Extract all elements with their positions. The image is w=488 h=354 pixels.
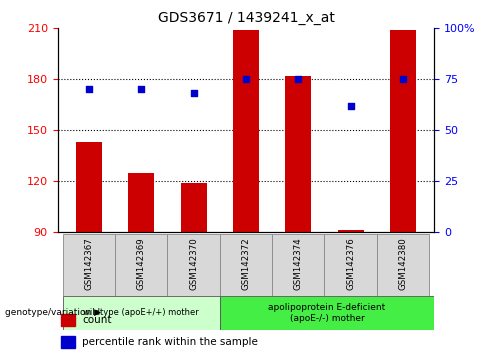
Bar (390, 30, 416, 232)
Text: genotype/variation ▶: genotype/variation ▶ (5, 308, 101, 317)
Point (138, 87, 145, 92)
Point (399, 76, 407, 82)
Bar (285, 76, 311, 232)
Text: GSM142376: GSM142376 (346, 237, 355, 290)
Bar (325, 234, 377, 296)
Bar (220, 296, 434, 330)
Bar (128, 172, 154, 232)
Bar (272, 234, 325, 296)
Bar (220, 234, 272, 296)
Point (294, 76, 302, 82)
Bar (76, 142, 102, 232)
Point (242, 76, 250, 82)
Bar (115, 234, 167, 296)
Point (346, 103, 354, 109)
Bar (63, 296, 220, 330)
Bar (181, 183, 207, 232)
Point (85, 87, 93, 92)
Text: GSM142380: GSM142380 (398, 237, 407, 290)
Bar (63, 234, 115, 296)
Bar (377, 234, 429, 296)
Text: GSM142374: GSM142374 (294, 237, 303, 290)
Text: wildtype (apoE+/+) mother: wildtype (apoE+/+) mother (83, 308, 199, 317)
Bar (167, 234, 220, 296)
Bar (61, 336, 75, 348)
Text: GSM142369: GSM142369 (137, 237, 146, 290)
Text: GSM142367: GSM142367 (84, 237, 94, 290)
Bar (61, 314, 75, 326)
Point (190, 91, 198, 96)
Text: GSM142372: GSM142372 (242, 237, 250, 290)
Text: percentile rank within the sample: percentile rank within the sample (82, 337, 258, 347)
Text: GSM142370: GSM142370 (189, 237, 198, 290)
Bar (233, 30, 259, 232)
Bar (338, 230, 364, 232)
Text: apolipoprotein E-deficient
(apoE-/-) mother: apolipoprotein E-deficient (apoE-/-) mot… (268, 303, 386, 323)
Text: count: count (82, 315, 112, 325)
Title: GDS3671 / 1439241_x_at: GDS3671 / 1439241_x_at (158, 11, 334, 24)
